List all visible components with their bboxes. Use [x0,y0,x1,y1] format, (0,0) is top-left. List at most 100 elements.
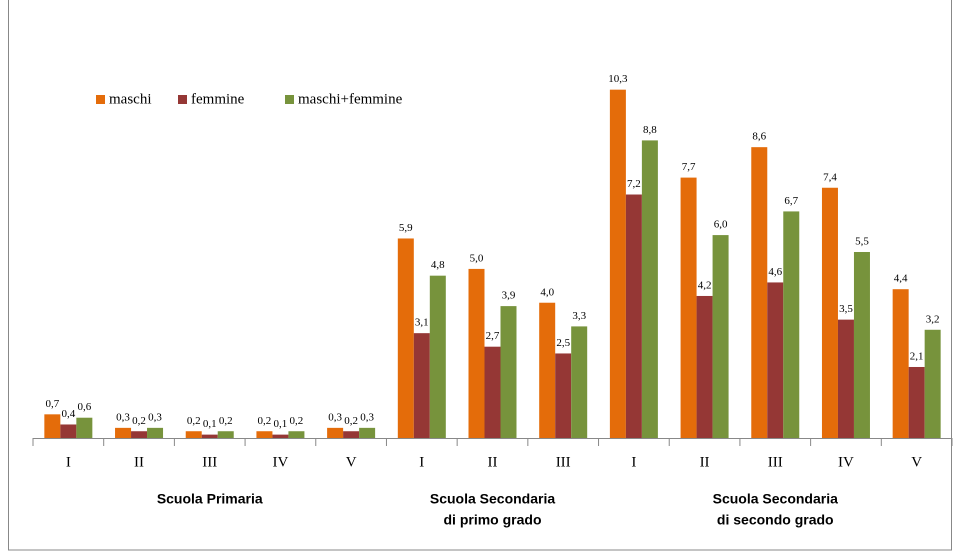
bar [44,414,61,438]
bar [201,434,218,438]
value-label: 0,1 [274,418,288,430]
bar [131,431,148,438]
value-label: 6,7 [784,195,798,207]
bar [892,289,909,438]
value-label: 4,8 [431,259,445,271]
value-label: 0,3 [148,411,162,423]
legend-swatch [285,95,294,104]
bar [696,295,713,438]
value-label: 7,2 [627,178,641,190]
x-tick-label: V [346,454,357,470]
value-label: 2,5 [556,337,570,349]
value-label: 6,0 [714,219,728,231]
value-label: 3,9 [502,290,516,302]
value-label: 0,2 [132,415,146,427]
value-label: 8,6 [752,131,766,143]
value-label: 0,6 [77,401,91,413]
group-label: di secondo grado [717,512,834,528]
bar [76,417,93,438]
group-label: di primo grado [444,512,542,528]
bar [680,177,697,438]
value-label: 0,3 [328,411,342,423]
value-label: 0,4 [61,408,75,420]
bar [468,268,485,438]
group-label: Scuola Primaria [157,491,263,507]
bar [821,187,838,438]
legend-label: maschi [109,91,152,107]
bar [751,147,768,438]
value-label: 2,7 [486,330,500,342]
value-label: 0,2 [344,415,358,427]
bar [343,431,360,438]
value-label: 0,7 [45,398,59,410]
value-label: 0,3 [360,411,374,423]
value-label: 3,5 [839,303,853,315]
bar [185,431,202,438]
value-label: 0,2 [290,415,304,427]
bar [397,238,414,438]
bar [413,333,430,438]
value-label: 3,1 [415,317,429,329]
legend-label: maschi+femmine [298,91,403,107]
bar [837,319,854,438]
bar [924,329,941,438]
value-label: 5,5 [855,236,869,248]
value-label: 4,6 [768,266,782,278]
bar [641,140,658,438]
x-tick-label: IV [838,454,854,470]
bar [272,434,289,438]
value-label: 3,3 [572,310,586,322]
value-label: 4,0 [540,286,554,298]
legend-label: femmine [191,91,245,107]
bar [609,89,626,438]
value-label: 2,1 [910,351,924,363]
bar [359,427,376,438]
legend-swatch [178,95,187,104]
value-label: 3,2 [926,313,940,325]
x-tick-label: II [488,454,498,470]
x-tick-label: III [768,454,783,470]
value-label: 0,2 [219,415,233,427]
bar [783,211,800,438]
bar [712,235,729,438]
group-label: Scuola Secondaria [713,491,838,507]
x-tick-label: V [911,454,922,470]
x-tick-label: III [556,454,571,470]
bar [908,366,925,438]
bar [217,431,234,438]
bar [853,252,870,438]
bar [767,282,784,438]
value-label: 0,3 [116,411,130,423]
bar [256,431,273,438]
x-tick-label: II [700,454,710,470]
bar [429,275,446,438]
value-label: 7,4 [823,171,837,183]
x-tick-label: II [134,454,144,470]
group-label: Scuola Secondaria [430,491,555,507]
value-label: 0,2 [187,415,201,427]
bar [288,431,305,438]
legend-swatch [96,95,105,104]
bar [147,427,164,438]
x-tick-label: I [66,454,71,470]
value-label: 7,7 [682,161,696,173]
value-label: 5,0 [470,252,484,264]
value-label: 4,2 [698,279,712,291]
bar [555,353,572,438]
value-label: 4,4 [894,273,908,285]
bar [484,346,501,438]
bar [539,302,556,438]
value-label: 8,8 [643,124,657,136]
x-tick-label: I [419,454,424,470]
value-label: 0,2 [258,415,272,427]
value-label: 10,3 [608,73,628,85]
bar [500,306,517,438]
bar [115,427,132,438]
value-label: 5,9 [399,222,413,234]
value-label: 0,1 [203,418,217,430]
bar [571,326,588,438]
x-tick-label: III [202,454,217,470]
bar [625,194,642,438]
x-tick-label: I [631,454,636,470]
